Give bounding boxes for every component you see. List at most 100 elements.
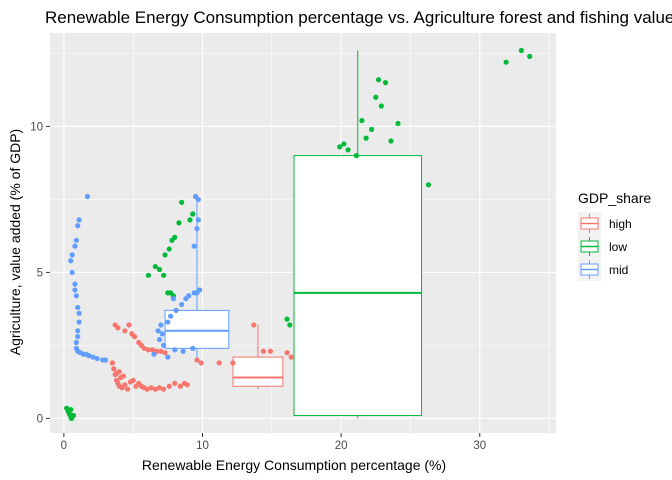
data-point-mid: [90, 354, 96, 360]
data-point-mid: [73, 293, 79, 299]
data-point-low: [190, 211, 196, 217]
data-point-low: [70, 412, 77, 419]
data-point-mid: [197, 287, 203, 293]
data-point-low: [378, 103, 384, 109]
data-point-mid: [75, 304, 81, 311]
boxplot-box: [293, 155, 423, 416]
legend: GDP_share high low mid: [578, 190, 651, 281]
data-point-high: [122, 382, 128, 388]
data-point-mid: [165, 319, 171, 325]
data-point-low: [68, 407, 74, 413]
data-point-high: [198, 360, 204, 366]
data-point-mid: [86, 353, 92, 359]
data-point-mid: [191, 243, 197, 249]
legend-label: high: [609, 217, 632, 231]
data-point-mid: [172, 347, 178, 353]
data-point-high: [162, 350, 168, 356]
data-point-high: [145, 347, 152, 353]
x-tick-label: 20: [335, 440, 348, 452]
data-point-high: [130, 377, 136, 384]
data-point-mid: [168, 313, 174, 319]
data-point-mid: [69, 269, 75, 276]
data-point-mid: [102, 357, 109, 363]
data-point-high: [288, 354, 294, 360]
data-point-mid: [180, 348, 186, 354]
y-tick-label: 5: [37, 267, 43, 279]
data-point-low: [375, 77, 382, 83]
data-point-mid: [156, 336, 163, 343]
data-point-low: [388, 138, 394, 144]
data-point-high: [194, 357, 200, 363]
boxplot-high: [232, 324, 284, 390]
data-point-mid: [76, 319, 82, 325]
data-point-low: [179, 199, 185, 205]
data-point-low: [373, 94, 379, 100]
data-point-low: [162, 252, 168, 258]
data-point-mid: [186, 293, 192, 299]
boxplots: [164, 50, 423, 419]
data-point-low: [527, 53, 533, 59]
boxplot-box: [164, 309, 230, 349]
data-point-high: [126, 322, 132, 328]
data-point-mid: [173, 307, 179, 313]
data-point-low: [425, 182, 432, 188]
x-tick-label: 30: [473, 440, 486, 452]
data-point-low: [341, 141, 347, 147]
data-point-high: [125, 386, 131, 392]
data-point-mid: [72, 287, 78, 293]
data-point-mid: [68, 258, 74, 264]
legend-item-high: high: [578, 212, 632, 235]
data-point-low: [369, 126, 375, 132]
legend-label: low: [609, 240, 627, 254]
boxplot-mid: [164, 196, 230, 361]
data-point-high: [267, 348, 274, 354]
data-point-high: [115, 325, 121, 331]
data-point-mid: [158, 322, 164, 328]
data-point-mid: [73, 339, 79, 346]
boxplot-box: [232, 356, 284, 387]
x-axis-title: Renewable Energy Consumption percentage …: [142, 457, 446, 473]
data-point-mid: [151, 351, 157, 357]
data-point-low: [287, 322, 293, 328]
x-tick-label: 10: [196, 440, 209, 452]
data-point-mid: [165, 354, 171, 360]
data-point-mid: [72, 243, 78, 249]
data-point-low: [145, 272, 152, 278]
legend-label: mid: [609, 263, 628, 277]
data-point-high: [149, 347, 156, 353]
data-point-mid: [73, 237, 79, 243]
data-point-high: [158, 348, 164, 354]
y-axis-title: Agriculture, value added (% of GDP): [7, 129, 23, 355]
data-point-high: [111, 366, 117, 372]
data-point-mid: [194, 226, 200, 232]
data-point-mid: [75, 328, 81, 334]
data-point-low: [503, 59, 509, 65]
data-point-mid: [155, 328, 161, 334]
data-point-high: [131, 334, 138, 340]
data-point-low: [152, 263, 158, 270]
data-point-high: [177, 383, 183, 389]
data-point-low: [161, 272, 167, 278]
data-point-high: [122, 328, 128, 334]
data-point-low: [156, 266, 163, 273]
data-point-low: [166, 246, 172, 252]
data-point-low: [284, 316, 290, 322]
boxplot-low: [293, 50, 423, 419]
data-point-mid: [84, 193, 91, 200]
data-point-mid: [161, 342, 167, 349]
data-point-high: [172, 380, 178, 386]
data-point-low: [359, 117, 365, 124]
data-point-high: [156, 385, 163, 391]
data-point-low: [395, 120, 401, 127]
data-point-high: [166, 383, 172, 389]
data-point-mid: [75, 223, 81, 229]
data-point-low: [172, 234, 178, 240]
data-point-high: [144, 386, 150, 392]
data-point-mid: [69, 252, 75, 258]
data-point-low: [363, 135, 369, 141]
data-point-mid: [190, 345, 196, 351]
legend-item-low: low: [578, 235, 627, 258]
legend-item-mid: mid: [578, 258, 628, 281]
data-point-low: [187, 217, 193, 223]
